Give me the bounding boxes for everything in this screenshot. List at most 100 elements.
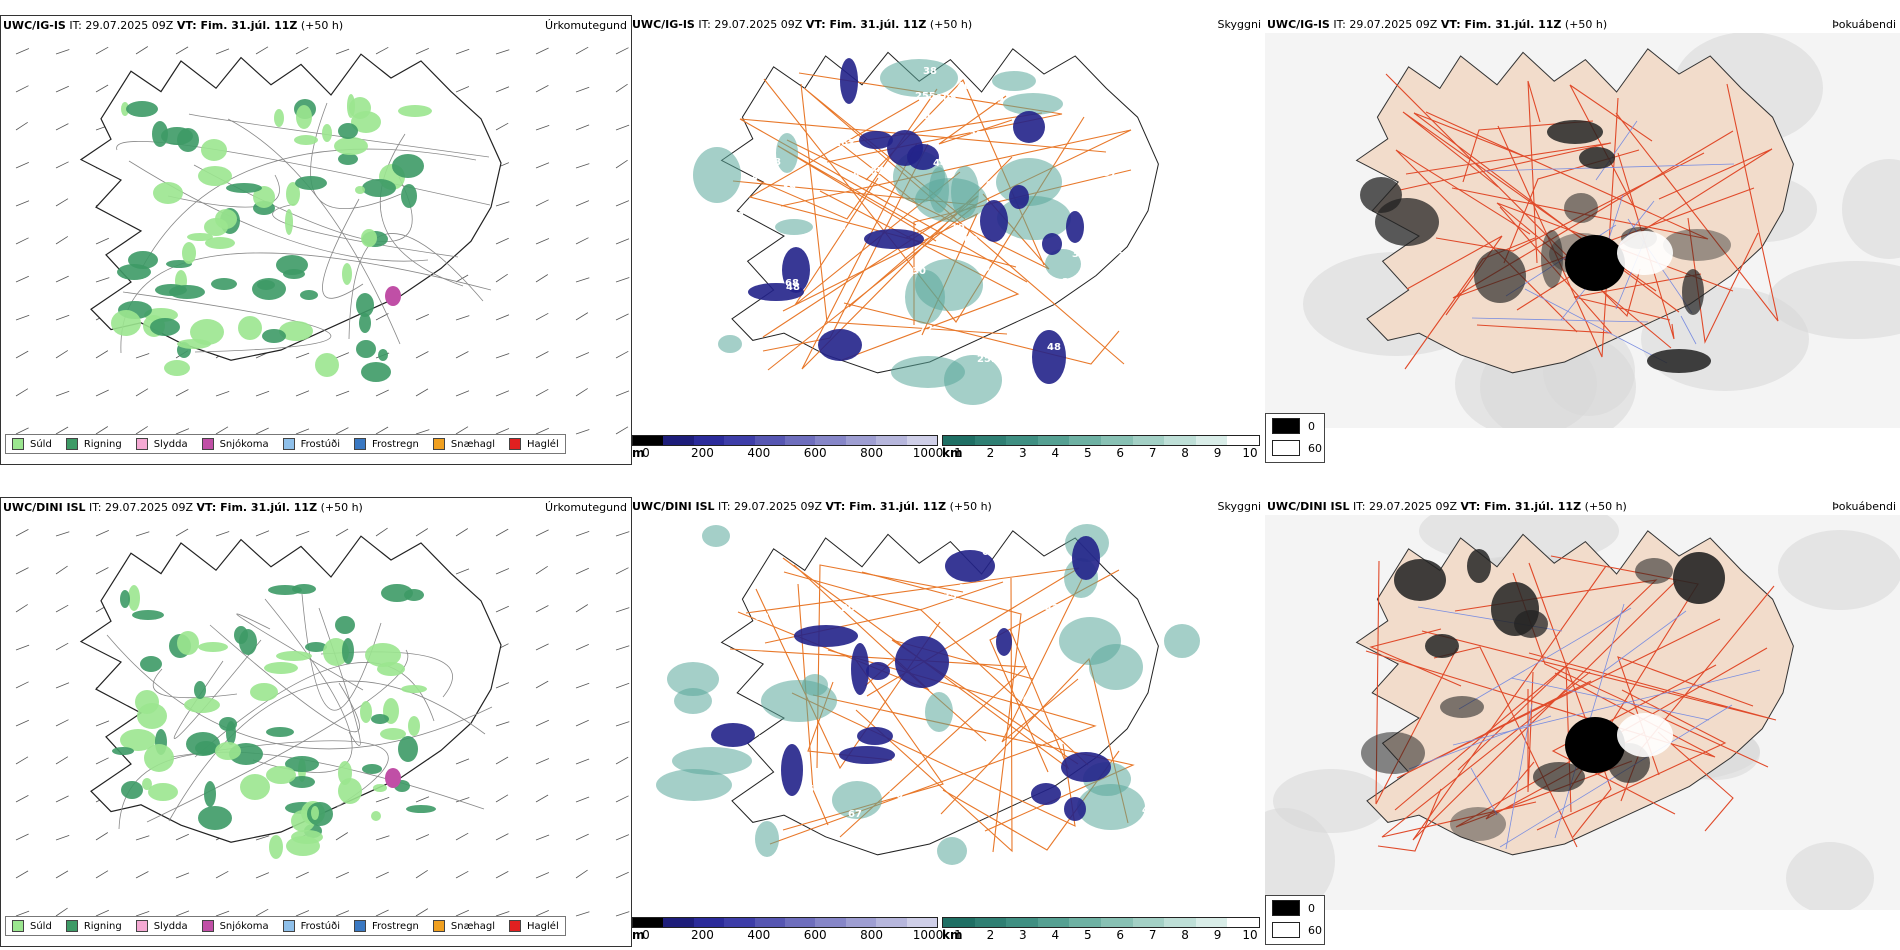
road — [1573, 273, 1702, 321]
wind-barb — [535, 47, 549, 55]
precip-cell — [252, 278, 286, 300]
wind-barb — [375, 46, 389, 55]
wind-barb — [535, 834, 550, 841]
wind-barb — [95, 757, 109, 765]
lead-time: (+50 h) — [320, 501, 363, 514]
wind-barb — [215, 870, 229, 879]
precip-cell — [294, 135, 318, 145]
precip-cell — [198, 806, 232, 830]
precip-cell — [219, 717, 237, 731]
legend-swatch — [432, 920, 445, 932]
wind-barb — [15, 48, 30, 55]
cloud-base-label: 38 — [923, 66, 937, 77]
cloud-base-label: 39 — [782, 182, 796, 193]
scale-tick: 6 — [1116, 446, 1125, 460]
wind-barb — [55, 795, 69, 803]
wind-barb — [575, 682, 590, 689]
legend-item: Snjókoma — [201, 438, 269, 450]
precip-map-top — [15, 46, 630, 435]
cloud-base-label: 37 — [1103, 168, 1117, 179]
wind-barb — [55, 531, 70, 537]
scale-step — [1037, 918, 1070, 927]
road — [106, 634, 493, 750]
wind-barb — [55, 314, 70, 321]
wind-barb — [95, 426, 109, 435]
scale-step — [1037, 436, 1070, 445]
visibility-area — [718, 335, 742, 353]
fog-map-top — [1265, 33, 1900, 428]
wind-barb — [535, 162, 550, 169]
scale-step — [906, 436, 938, 445]
precip-cell — [408, 716, 420, 736]
scale-step — [754, 436, 786, 445]
legend-label: Haglél — [527, 438, 559, 450]
scale-bar — [632, 917, 938, 928]
wind-barb — [615, 682, 630, 689]
legend-swatch — [12, 438, 24, 450]
precip-cell — [362, 179, 396, 197]
wind-barb — [575, 911, 590, 917]
wind-barb — [415, 869, 428, 879]
wind-barb — [615, 47, 629, 55]
wind-barb — [615, 795, 629, 803]
scale-step — [1069, 918, 1101, 927]
road — [938, 95, 1013, 145]
scale-unit: km — [942, 928, 963, 942]
wind-barb — [575, 644, 589, 651]
precip-cell — [342, 638, 354, 664]
panel-label: Skyggni — [1217, 18, 1261, 31]
scale-tick: 3 — [1019, 446, 1027, 460]
fog-indicator-area — [1450, 807, 1506, 841]
legend-item: Frostregn — [354, 920, 419, 932]
scale-step — [1100, 918, 1133, 927]
cloud-base-area — [1032, 330, 1066, 384]
wind-barb — [615, 313, 629, 321]
fog-indicator-area — [1647, 349, 1711, 373]
visibility-area — [656, 769, 732, 801]
legend-swatch — [354, 920, 366, 932]
visibility-area — [925, 692, 953, 732]
scale-step — [1006, 918, 1038, 927]
lead-time: (+50 h) — [300, 19, 344, 32]
precip-cell — [401, 685, 427, 693]
precip-cell — [378, 349, 388, 361]
scale-tick: 800 — [860, 446, 884, 460]
road — [1399, 142, 1612, 191]
wind-barb — [455, 274, 469, 283]
scale-step — [1227, 436, 1259, 445]
wind-barb — [15, 427, 29, 435]
valid-time: VT: Fim. 31.júl. 11Z — [805, 18, 927, 31]
legend-swatch — [201, 438, 214, 450]
legend-item: Frostúði — [282, 438, 340, 450]
wind-barb — [55, 198, 69, 207]
legend-swatch — [65, 438, 78, 450]
scale-tick: 1000 — [912, 446, 944, 460]
scale-step — [1195, 918, 1228, 927]
legend-label: Frostúði — [300, 438, 340, 450]
precip-cell — [153, 182, 183, 204]
cloud-base-label: 50 — [976, 263, 990, 274]
scale-step — [754, 918, 786, 927]
cloud-base-area — [1042, 233, 1062, 255]
cloud-base-label: 60 — [1031, 770, 1045, 781]
scale-step — [845, 918, 877, 927]
precip-cell — [398, 736, 418, 762]
cloud-base-label: 27 — [751, 171, 765, 182]
river — [1470, 767, 1498, 816]
wind-barb — [455, 48, 470, 55]
panel-label: Skyggni — [1217, 500, 1261, 513]
precip-cell — [182, 242, 196, 264]
scale-step — [785, 436, 816, 445]
precip-cell — [120, 729, 156, 751]
scale-step — [974, 918, 1007, 927]
legend-label: Snjókoma — [219, 920, 269, 932]
scale-step — [1164, 918, 1196, 927]
visibility-area — [672, 747, 752, 775]
precip-cell — [204, 781, 216, 807]
wind-barb — [415, 388, 429, 397]
cloud-base-label: 33 — [1072, 249, 1086, 260]
precip-cell — [142, 778, 152, 790]
cloud-base-area — [1072, 536, 1100, 580]
scale-tick: 8 — [1181, 928, 1189, 942]
road — [1615, 83, 1779, 322]
